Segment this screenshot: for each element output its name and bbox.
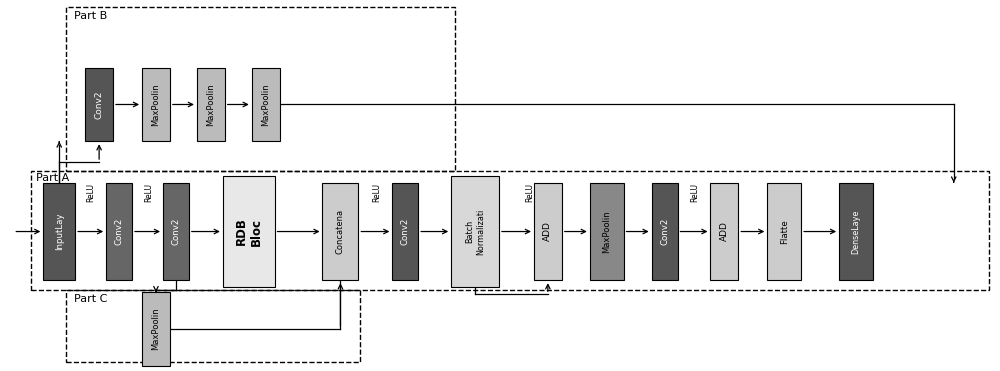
Text: ReLU: ReLU [87,183,96,202]
Text: MaxPoolin: MaxPoolin [151,308,160,351]
Text: Conv2: Conv2 [401,218,410,245]
Bar [31,171,989,290]
Bar [106,183,132,280]
Bar [163,183,189,280]
Text: ADD: ADD [543,221,552,242]
Text: Conv2: Conv2 [95,90,104,119]
Text: Part B: Part B [74,11,107,21]
Text: MaxPoolin: MaxPoolin [151,83,160,126]
Text: MaxPoolin: MaxPoolin [602,210,611,253]
Text: Conv2: Conv2 [660,218,669,245]
Bar [142,68,170,141]
Bar [197,68,225,141]
Text: ADD: ADD [720,221,729,242]
Text: ReLU: ReLU [690,183,699,202]
Text: Conv2: Conv2 [115,218,124,245]
Text: MaxPoolin: MaxPoolin [261,83,270,126]
Bar [142,292,170,366]
Bar [652,183,678,280]
Text: Part A: Part A [36,173,70,183]
Bar [839,183,873,280]
Text: ReLU: ReLU [372,183,381,202]
Text: DenseLaye: DenseLaye [852,209,861,254]
Text: MaxPoolin: MaxPoolin [206,83,215,126]
Bar [223,176,275,287]
Text: ReLU: ReLU [525,183,534,202]
Text: Batch
Normalizati: Batch Normalizati [465,209,485,255]
Bar [322,183,358,280]
Bar [710,183,738,280]
Text: Part C: Part C [74,294,108,304]
Bar [43,183,75,280]
Text: Conv2: Conv2 [171,218,180,245]
Bar [767,183,801,280]
Bar [252,68,280,141]
Bar [451,176,499,287]
Text: RDB
Bloc: RDB Bloc [235,217,263,246]
Bar [392,183,418,280]
Bar [590,183,624,280]
Text: Flatte: Flatte [780,219,789,244]
Text: Concatena: Concatena [336,209,345,254]
Bar [85,68,113,141]
Bar [66,290,360,362]
Text: ReLU: ReLU [144,183,153,202]
Bar [534,183,562,280]
Text: InputLay: InputLay [55,213,64,250]
Bar [66,7,455,171]
